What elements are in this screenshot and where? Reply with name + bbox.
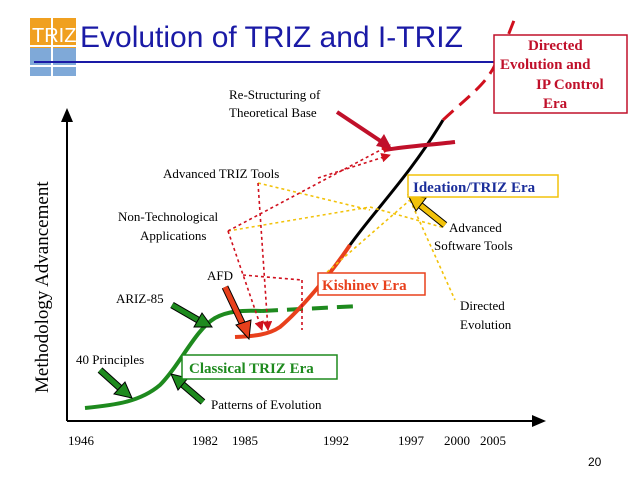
- directed-evo-label-line1: Directed: [460, 298, 505, 313]
- x-tick: 1992: [323, 433, 349, 448]
- directed-era-box: Directed Evolution and IP Control Era: [493, 34, 628, 114]
- x-tick: 1997: [398, 433, 425, 448]
- adv-sw-label-line2: Software Tools: [434, 238, 513, 253]
- principles40-label: 40 Principles: [76, 352, 144, 367]
- ariz85-label: ARIZ-85: [116, 291, 164, 306]
- non-tech-label-line1: Non-Technological: [118, 209, 219, 224]
- directed-era-label-line1: Directed: [528, 38, 583, 54]
- page-title: Evolution of TRIZ and I-TRIZ: [80, 21, 463, 54]
- patterns-arrow: [170, 373, 206, 405]
- classical-extension-dashed: [261, 304, 361, 313]
- restructuring-label-line2: Theoretical Base: [229, 105, 317, 120]
- patterns-label: Patterns of Evolution: [211, 397, 322, 412]
- x-tick: 2000: [444, 433, 470, 448]
- ideation-era-box: Ideation/TRIZ Era: [407, 174, 559, 198]
- classical-era-box: Classical TRIZ Era: [181, 354, 338, 380]
- principles-arrow: [97, 367, 133, 399]
- advanced-triz-tools-label: Advanced TRIZ Tools: [163, 166, 279, 181]
- directed-era-label-line4: Era: [543, 96, 568, 112]
- page-number: 20: [588, 455, 602, 469]
- logo-text: TRIZ: [32, 25, 76, 47]
- red-dotted-lines: [227, 144, 391, 331]
- afd-label: AFD: [207, 268, 233, 283]
- x-tick: 1985: [232, 433, 258, 448]
- x-tick: 1946: [68, 433, 95, 448]
- non-tech-label-line2: Applications: [140, 228, 206, 243]
- directed-era-label-line3: IP Control: [536, 77, 604, 93]
- kishinev-curve: [234, 243, 352, 339]
- classical-era-label: Classical TRIZ Era: [189, 361, 314, 377]
- x-tick: 1982: [192, 433, 218, 448]
- triz-logo: TRIZ: [30, 18, 76, 78]
- restructuring-label-line1: Re-Structuring of: [229, 87, 321, 102]
- kishinev-era-label: Kishinev Era: [322, 278, 407, 294]
- x-axis-ticks: 1946 1982 1985 1992 1997 2000 2005: [68, 433, 506, 448]
- afd-arrow: [221, 285, 252, 341]
- directed-era-label-line2: Evolution and: [500, 57, 591, 73]
- x-axis-arrowhead: [532, 415, 546, 427]
- directed-evo-label-line2: Evolution: [460, 317, 512, 332]
- restructuring-bar: [384, 140, 456, 152]
- adv-sw-label-line1: Advanced: [449, 220, 502, 235]
- y-axis-label: Methodology Advancement: [32, 181, 53, 393]
- ariz85-arrow: [170, 301, 213, 328]
- x-tick: 2005: [480, 433, 506, 448]
- kishinev-era-box: Kishinev Era: [317, 272, 426, 296]
- ideation-era-label: Ideation/TRIZ Era: [413, 180, 536, 196]
- restructuring-arrow: [335, 110, 392, 149]
- y-axis-arrowhead: [61, 108, 73, 122]
- ideation-curve: [348, 119, 445, 246]
- yellow-dotted-lines: [227, 182, 456, 301]
- software-tools-arrow: [407, 194, 448, 228]
